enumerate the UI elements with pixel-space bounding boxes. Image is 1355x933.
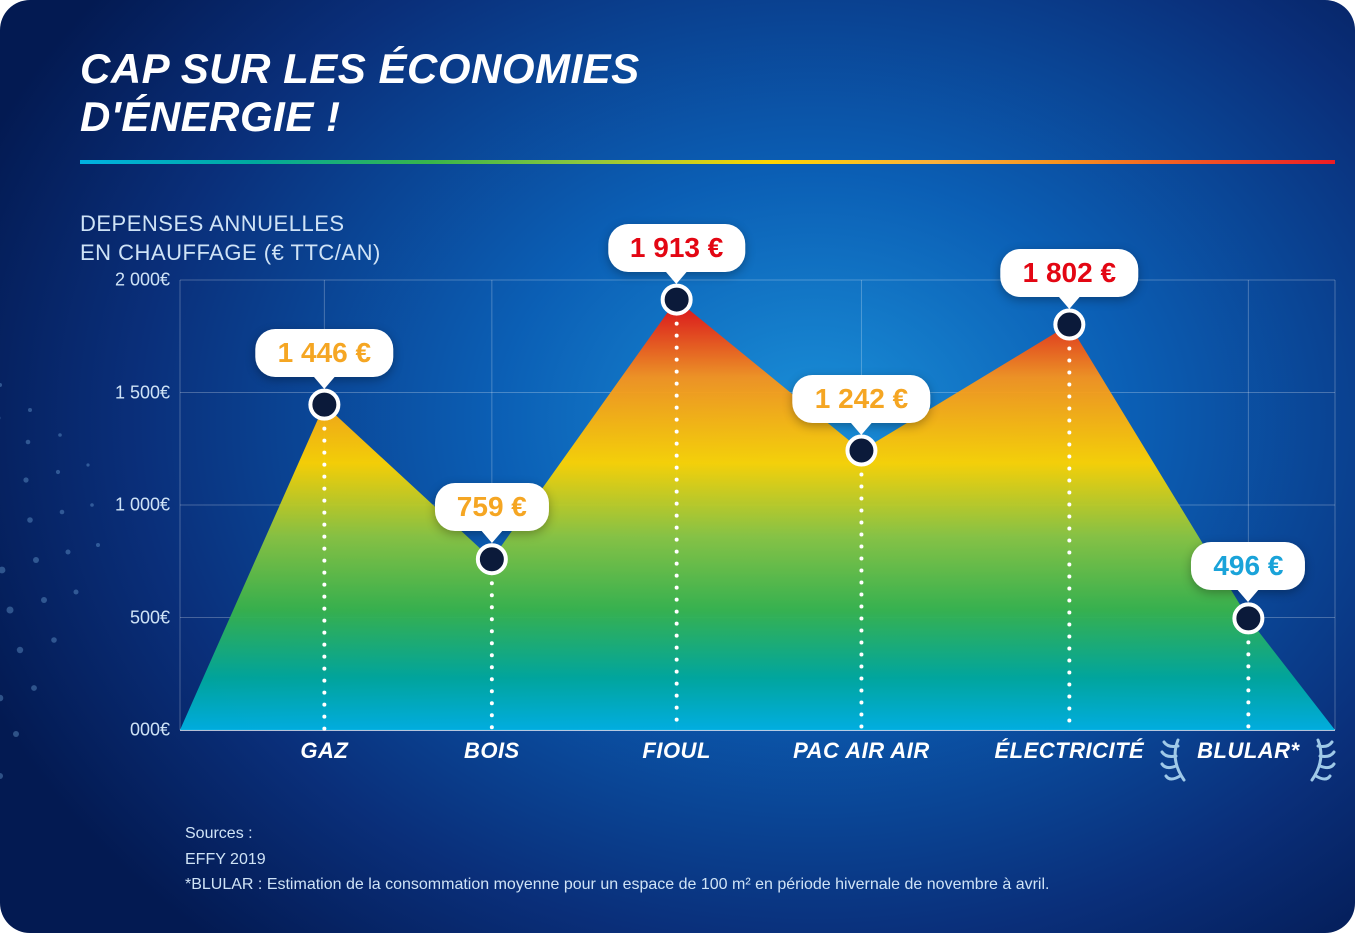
value-bubble: 1 446 € — [256, 329, 393, 377]
x-tick-label: BLULAR* — [1197, 738, 1300, 764]
value-bubble: 496 € — [1191, 542, 1305, 590]
footer-notes: Sources : EFFY 2019 *BLULAR : Estimation… — [185, 821, 1049, 898]
data-marker — [1234, 604, 1262, 632]
sources-value: EFFY 2019 — [185, 847, 1049, 873]
y-tick-label: 2 000€ — [80, 270, 170, 291]
x-tick-label: GAZ — [300, 738, 348, 764]
value-bubble: 1 913 € — [608, 224, 745, 272]
data-marker — [847, 437, 875, 465]
value-bubble: 759 € — [435, 483, 549, 531]
subtitle-line-2: EN CHAUFFAGE (€ TTC/AN) — [80, 240, 381, 265]
data-marker — [310, 391, 338, 419]
y-tick-label: 1 000€ — [80, 495, 170, 516]
x-tick-label: PAC AIR AIR — [793, 738, 930, 764]
plot-area: 1 446 €759 €1 913 €1 242 €1 802 €496 € — [180, 280, 1335, 730]
x-tick-label: FIOUL — [642, 738, 711, 764]
subtitle-line-1: DEPENSES ANNUELLES — [80, 211, 345, 236]
y-tick-label: 500€ — [80, 607, 170, 628]
expense-chart: 000€500€1 000€1 500€2 000€ 1 446 €759 €1… — [80, 280, 1335, 770]
x-tick-label: ÉLECTRICITÉ — [994, 738, 1144, 764]
y-tick-label: 1 500€ — [80, 382, 170, 403]
data-marker — [663, 286, 691, 314]
value-bubble: 1 242 € — [793, 375, 930, 423]
page-title: CAP SUR LES ÉCONOMIES D'ÉNERGIE ! — [80, 45, 640, 142]
rainbow-divider — [80, 160, 1335, 164]
x-axis-labels: GAZ BOIS FIOUL PAC AIR AIR ÉLECTRICITÉ BLULAR… — [180, 738, 1335, 768]
value-bubble: 1 802 € — [1001, 249, 1138, 297]
data-marker — [478, 545, 506, 573]
sources-label: Sources : — [185, 821, 1049, 847]
title-line-1: CAP SUR LES ÉCONOMIES — [80, 45, 640, 92]
footnote: *BLULAR : Estimation de la consommation … — [185, 872, 1049, 898]
x-tick-label: BOIS — [464, 738, 520, 764]
chart-subtitle: DEPENSES ANNUELLES EN CHAUFFAGE (€ TTC/A… — [80, 210, 381, 267]
y-tick-label: 000€ — [80, 720, 170, 741]
title-line-2: D'ÉNERGIE ! — [80, 93, 341, 140]
infographic-card: CAP SUR LES ÉCONOMIES D'ÉNERGIE ! DEPENS… — [0, 0, 1355, 933]
data-marker — [1055, 311, 1083, 339]
